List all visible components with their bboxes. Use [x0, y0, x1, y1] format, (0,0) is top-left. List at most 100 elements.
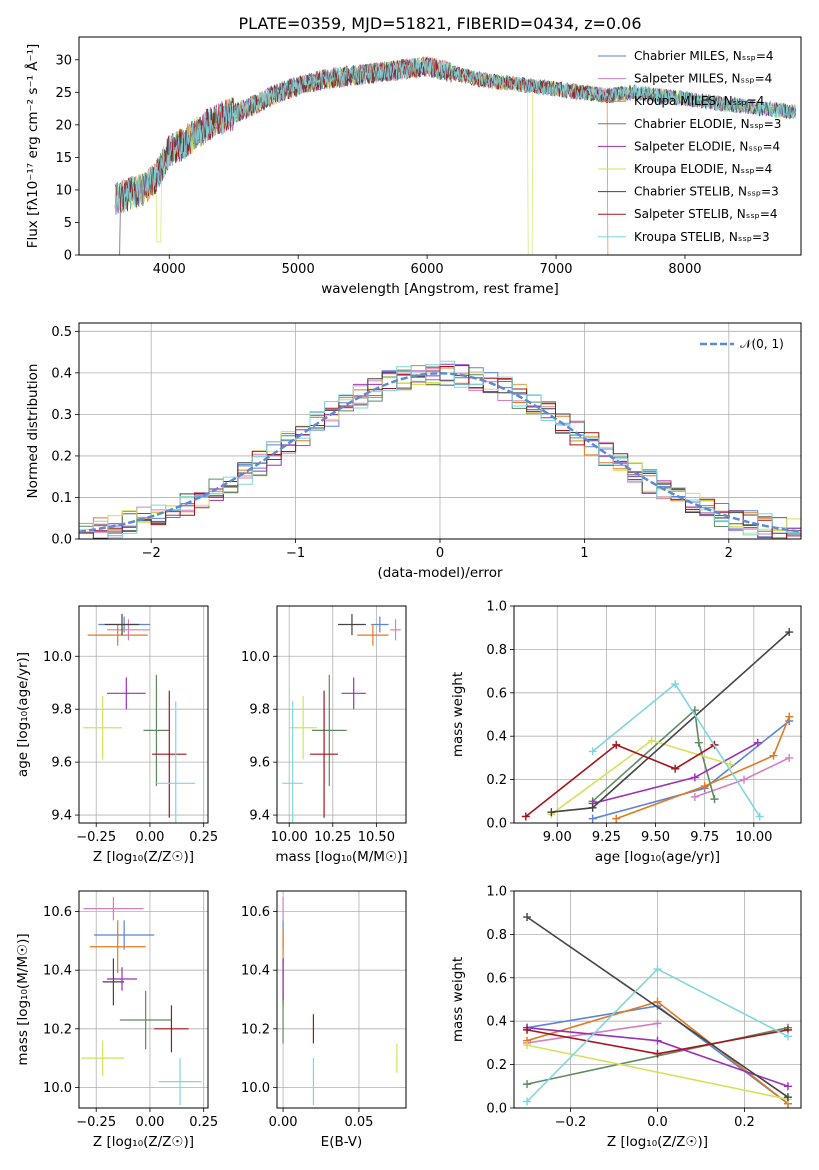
weight-vs-age-point-marker: [690, 792, 699, 801]
plot-layer: 4000 5000 6000 7000 8000051015202530waveleng…: [15, 36, 802, 1150]
mass-vs-z-ylabel: mass [log₁₀(M/M☉)]: [15, 933, 31, 1065]
residuals-frame: [78, 322, 802, 540]
mass-vs-z-xlabel: Z [log₁₀(Z/Z☉)]: [93, 1134, 194, 1150]
age-vs-z-xtick-label: 0.25: [189, 830, 218, 845]
weight-vs-z-point-marker: [653, 997, 662, 1006]
weight-vs-z-series-line: [526, 1022, 658, 1044]
mass-vs-ebv-xlabel: E(B-V): [321, 1134, 363, 1150]
mass-vs-ebv-ytick-label: 10.2: [241, 1022, 270, 1037]
weight-vs-age-point-marker: [588, 814, 597, 823]
spectrum-series-line: [114, 57, 797, 215]
residuals-ytick-label: 0.3: [51, 408, 72, 423]
weight-vs-z-ytick-label: 1.0: [486, 885, 507, 900]
weight-vs-age-xtick-label: 9.50: [641, 830, 670, 845]
weight-vs-z-ytick-label: 0.8: [486, 928, 507, 943]
weight-vs-z-point-marker: [523, 1080, 532, 1089]
residuals-histogram-step: [79, 360, 801, 539]
weight-vs-age-point-marker: [700, 782, 709, 791]
residuals-ytick-label: 0.5: [51, 325, 72, 340]
age-vs-mass-ytick-label: 9.8: [249, 703, 270, 718]
weight-vs-age-point-marker: [521, 812, 530, 821]
spectrum-legend-entry: Chabrier STELIB, Nₛₛₚ=3: [634, 185, 779, 199]
spectrum-ytick-label: 20: [55, 118, 72, 133]
age-vs-mass-xlabel: mass [log₁₀(M/M☉)]: [275, 849, 407, 865]
weight-vs-age-point-marker: [588, 803, 597, 812]
age-vs-mass-axes: 10.00 10.25 10.50 9.4 9.6 9.8 10.0 mass [log₁₀(…: [241, 606, 408, 865]
spectrum-xlabel: wavelength [Angstrom, rest frame]: [321, 281, 559, 297]
spectrum-legend-entry: Kroupa STELIB, Nₛₛₚ=3: [634, 230, 770, 244]
mass-vs-ebv-ytick-label: 10.4: [241, 964, 270, 979]
residuals-xtick-label: 2: [725, 546, 733, 561]
weight-vs-age-xtick-label: 9.00: [543, 830, 572, 845]
weight-vs-age-point-marker: [671, 680, 680, 689]
weight-vs-age-point-marker: [612, 814, 621, 823]
weight-vs-age-point-marker: [785, 628, 794, 637]
weight-vs-age-frame: [513, 605, 802, 824]
spectrum-xtick-label: 6000: [411, 262, 444, 277]
age-vs-z-frame: [78, 605, 209, 824]
weight-vs-age-ylabel: mass weight: [450, 672, 466, 757]
age-vs-z-xtick-label: 0.00: [135, 830, 164, 845]
age-vs-z-xtick-label: −0.25: [76, 830, 116, 845]
weight-vs-z-point-marker: [523, 913, 532, 922]
weight-vs-age-point-marker: [671, 764, 680, 773]
weight-vs-z-point-marker: [653, 1019, 662, 1028]
weight-vs-z-xlabel: Z [log₁₀(Z/Z☉)]: [607, 1134, 708, 1150]
weight-vs-z-frame: [513, 890, 802, 1109]
weight-vs-z-ytick-label: 0.4: [486, 1015, 507, 1030]
mass-vs-z-points: [81, 896, 202, 1106]
spectrum-legend-entry: Salpeter ELODIE, Nₛₛₚ=4: [634, 139, 780, 153]
weight-vs-age-point-marker: [753, 738, 762, 747]
mass-vs-z-ytick-label: 10.0: [43, 1081, 72, 1096]
spectrum-legend-entry: Chabrier ELODIE, Nₛₛₚ=3: [634, 117, 781, 131]
spectrum-ylabel: Flux [fλ10⁻¹⁷ erg cm⁻² s⁻¹ Å⁻¹]: [24, 44, 41, 249]
age-vs-z-ytick-label: 9.4: [51, 809, 72, 824]
residuals-ytick-label: 0.2: [51, 449, 72, 464]
weight-vs-age-xtick-label: 9.25: [592, 830, 621, 845]
weight-vs-z-point-marker: [523, 1097, 532, 1106]
residuals-xlabel: (data-model)/error: [377, 565, 503, 581]
spectrum-xtick-label: 5000: [282, 262, 315, 277]
mass-vs-z-xtick-label: 0.25: [189, 1115, 218, 1130]
weight-vs-z-xtick-label: −0.2: [555, 1115, 587, 1130]
mass-vs-z-axes: −0.25 0.00 0.25 10.0 10.2 10.4 10.6 Z [log₁₀(Z/…: [15, 891, 218, 1150]
mass-vs-z-xtick-label: 0.00: [135, 1115, 164, 1130]
spectrum-legend-entry: Salpeter MILES, Nₛₛₚ=4: [634, 72, 772, 86]
weight-vs-z-point-marker: [653, 1036, 662, 1045]
weight-vs-age-point-marker: [739, 775, 748, 784]
age-vs-z-xlabel: Z [log₁₀(Z/Z☉)]: [93, 849, 194, 865]
spectrum-series-group: [114, 56, 797, 255]
weight-vs-z-point-marker: [783, 1093, 792, 1102]
weight-vs-age-xlabel: age [log₁₀(age/yr)]: [595, 849, 720, 865]
age-vs-z-ytick-label: 10.0: [43, 650, 72, 665]
weight-vs-z-point-marker: [653, 1049, 662, 1058]
mass-vs-z-ytick-label: 10.4: [43, 964, 72, 979]
mass-vs-ebv-ytick-label: 10.0: [241, 1081, 270, 1096]
residuals-histogram-step: [79, 366, 801, 539]
weight-vs-age-point-marker: [588, 747, 597, 756]
weight-vs-z-ytick-label: 0.6: [486, 971, 507, 986]
weight-vs-z-ytick-label: 0.2: [486, 1058, 507, 1073]
weight-vs-age-ytick-label: 0.6: [486, 686, 507, 701]
spectrum-ytick-label: 10: [55, 183, 72, 198]
spectrum-legend-entry: Kroupa ELODIE, Nₛₛₚ=4: [634, 162, 772, 176]
spectrum-ytick-label: 15: [55, 151, 72, 166]
weight-vs-z-point-marker: [783, 1032, 792, 1041]
spectrum-legend-entry: Salpeter STELIB, Nₛₛₚ=4: [634, 207, 778, 221]
spectrum-ytick-label: 0: [64, 249, 72, 264]
weight-vs-z-ylabel: mass weight: [450, 957, 466, 1042]
weight-vs-z-point-marker: [653, 965, 662, 974]
weight-vs-age-series-line: [615, 716, 790, 820]
weight-vs-age-point-marker: [547, 808, 556, 817]
weight-vs-age-point-marker: [785, 712, 794, 721]
spectrum-legend: Chabrier MILES, Nₛₛₚ=4 Salpeter MILES, Nₛ…: [598, 49, 781, 244]
spectrum-ytick-label: 25: [55, 86, 72, 101]
residuals-gaussian-curve: [79, 372, 801, 533]
weight-vs-age-point-marker: [755, 812, 764, 821]
spectrum-title: PLATE=0359, MJD=51821, FIBERID=0434, z=0…: [238, 14, 641, 33]
mass-vs-ebv-ytick-label: 10.6: [241, 905, 270, 920]
residuals-ylabel: Normed distribution: [25, 364, 41, 499]
age-vs-mass-frame: [276, 605, 407, 824]
weight-vs-age-point-marker: [769, 751, 778, 760]
